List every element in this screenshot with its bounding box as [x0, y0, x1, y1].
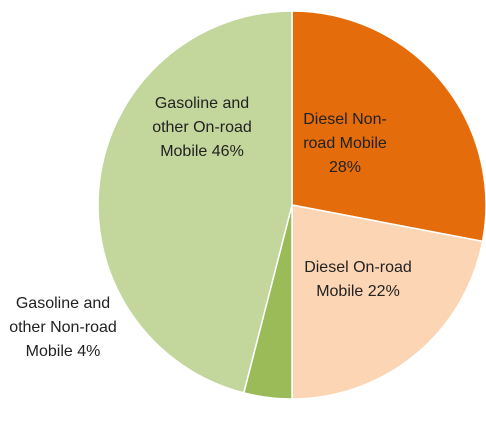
data-label: Gasoline and other On-road Mobile 46% — [135, 92, 269, 164]
pie-slice — [291, 204, 484, 400]
label-category: Diesel Non-road Mobile — [303, 111, 387, 152]
label-value: 46% — [211, 143, 244, 160]
label-category: Gasoline and other On-road Mobile — [152, 95, 252, 160]
data-label: Diesel On-road Mobile 22% — [302, 256, 414, 304]
label-value: 4% — [77, 343, 101, 360]
label-value: 28% — [328, 159, 362, 176]
pie-slice — [97, 10, 293, 394]
label-category: Gasoline and other Non-road Mobile — [9, 295, 117, 360]
label-category: Diesel On-road Mobile — [304, 259, 412, 300]
data-label: Gasoline and other Non-road Mobile 4% — [2, 292, 124, 364]
label-value: 22% — [367, 283, 400, 300]
data-label: Diesel Non-road Mobile 28% — [290, 108, 400, 180]
